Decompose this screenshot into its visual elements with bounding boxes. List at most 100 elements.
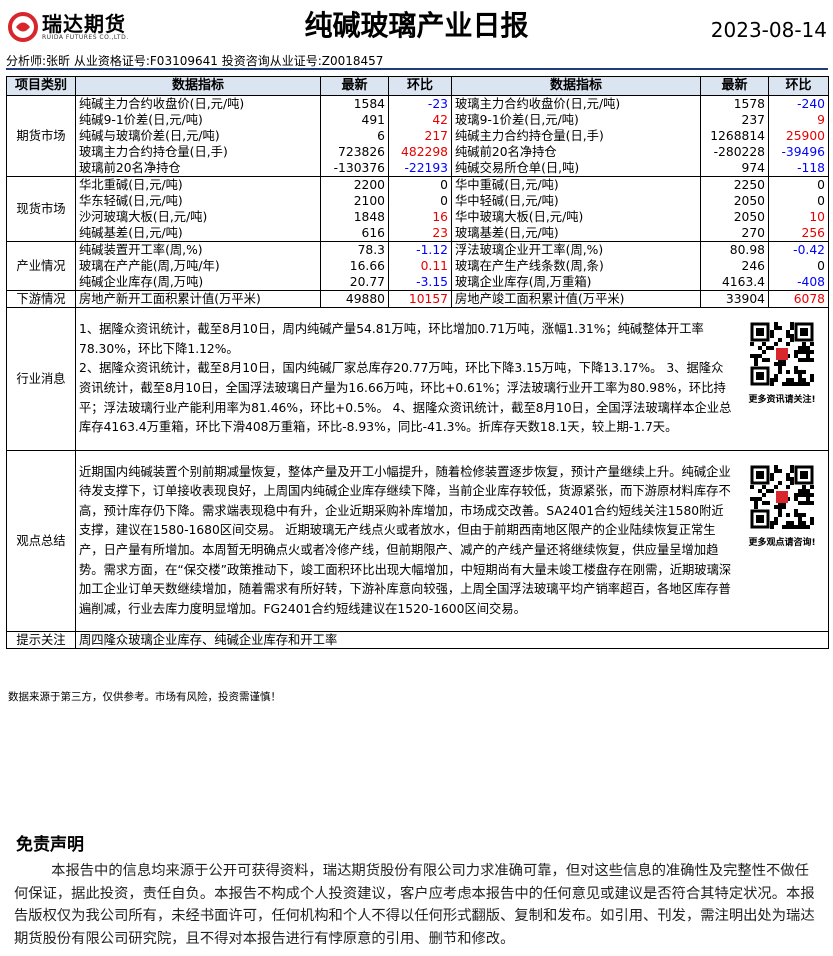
qr-box: 更多资讯请关注! [736, 318, 828, 440]
latest-cell: 16.66 [320, 258, 389, 274]
latest-cell: 2250 [700, 176, 769, 193]
logo: 瑞达期货 RUIDA FUTURES CO.,LTD. [8, 12, 129, 42]
brand: 瑞达期货 [42, 11, 126, 36]
category-cell: 行业消息 [6, 307, 76, 451]
indicator-cell: 华中轻碱(日,元/吨) [451, 193, 701, 209]
indicator-cell: 房地产竣工面积累计值(万平米) [451, 290, 701, 308]
data-row: 下游情况 房地产新开工面积累计值(万平米) 49880 10157 房地产竣工面积累计值… [6, 290, 829, 308]
latest-cell: 78.3 [320, 241, 389, 258]
indicator-cell: 玻璃9-1价差(日,元/吨) [451, 112, 701, 128]
change-cell: 9 [768, 112, 829, 128]
change-cell: 482298 [388, 144, 452, 160]
indicator-cell: 纯碱9-1价差(日,元/吨) [75, 112, 321, 128]
paragraph: 2、据隆众资讯统计，截至8月10日，国内纯碱厂家总库存20.77万吨，环比下降3… [79, 361, 732, 435]
data-row: 纯碱与玻璃价差(日,元/吨) 6 217 纯碱主力合约持仓量(日,手) 1268814 2… [7, 128, 829, 144]
change-cell: 0 [768, 258, 829, 274]
change-cell: 16 [388, 209, 452, 225]
change-cell: -0.42 [768, 241, 829, 258]
data-table: 项目类别 数据指标 最新 环比 数据指标 最新 环比 期货市场 纯碱主力合约收盘价(日,元/吨)… [6, 76, 829, 649]
category-cell: 下游情况 [6, 290, 76, 308]
report-title: 纯碱玻璃产业日报 [304, 9, 529, 42]
logo-icon [8, 12, 38, 42]
indicator-cell: 纯碱与玻璃价差(日,元/吨) [75, 128, 321, 144]
paragraph: 近期国内纯碱装置个别前期减量恢复，整体产量及开工小幅提升，随着检修装置逐步恢复，… [79, 464, 732, 616]
indicator-cell: 玻璃企业库存(周,万重箱) [451, 274, 701, 291]
paragraph: 1、据隆众资讯统计，截至8月10日，周内纯碱产量54.81万吨，环比增加0.71… [79, 322, 704, 356]
disclaimer-title: 免责声明 [16, 835, 84, 855]
indicator-cell: 玻璃在产产能(周,万吨/年) [75, 258, 321, 274]
indicator-cell: 纯碱主力合约持仓量(日,手) [451, 128, 701, 144]
category-cell: 期货市场 [6, 95, 76, 177]
indicator-cell: 玻璃主力合约收盘价(日,元/吨) [451, 95, 701, 112]
category-cell: 现货市场 [6, 176, 76, 242]
change-cell: 0 [388, 176, 452, 193]
data-row: 期货市场 纯碱主力合约收盘价(日,元/吨) 1584 -23 玻璃主力合约收盘价(日,元… [6, 95, 829, 177]
header-cell: 数据指标 [451, 76, 701, 96]
news-text: 1、据隆众资讯统计，截至8月10日，周内纯碱产量54.81万吨，环比增加0.71… [77, 318, 737, 440]
header-rule [6, 68, 828, 70]
opinion-row: 观点总结 近期国内纯碱装置个别前期减量恢复，整体产量及开工小幅提升，随着检修装置逐… [6, 450, 829, 632]
indicator-cell: 华东轻碱(日,元/吨) [75, 193, 321, 209]
data-row: 现货市场 华北重碱(日,元/吨) 2200 0 华中重碱(日,元/吨) 2250 0 [6, 176, 829, 242]
latest-cell: 491 [320, 112, 389, 128]
indicator-cell: 玻璃在产生产线条数(周,条) [451, 258, 701, 274]
disclaimer-text: 本报告中的信息均来源于公开可获得资料，瑞达期货股份有限公司力求准确可靠，但对这些… [14, 863, 815, 947]
latest-cell: 270 [700, 225, 769, 242]
opinion-cell: 近期国内纯碱装置个别前期减量恢复，整体产量及开工小幅提升，随着检修装置逐步恢复，… [75, 450, 829, 632]
opinion-wrap: 近期国内纯碱装置个别前期减量恢复，整体产量及开工小幅提升，随着检修装置逐步恢复，… [77, 461, 828, 622]
latest-cell: 723826 [320, 144, 389, 160]
header-cell: 数据指标 [75, 76, 321, 96]
change-cell: -240 [768, 95, 829, 112]
latest-cell: 49880 [320, 290, 389, 308]
change-cell: 217 [388, 128, 452, 144]
header-cell: 项目类别 [6, 76, 76, 96]
indicator-cell: 纯碱前20名净持仓 [451, 144, 701, 160]
news-row: 行业消息 1、据隆众资讯统计，截至8月10日，周内纯碱产量54.81万吨，环比增加… [6, 307, 829, 451]
latest-cell: 80.98 [700, 241, 769, 258]
change-cell: -1.12 [388, 241, 452, 258]
indicator-cell: 纯碱企业库存(周,万吨) [75, 274, 321, 291]
latest-cell: 2050 [700, 209, 769, 225]
indicator-cell: 沙河玻璃大板(日,元/吨) [75, 209, 321, 225]
latest-cell: 1848 [320, 209, 389, 225]
latest-cell: 246 [700, 258, 769, 274]
change-cell: -39496 [768, 144, 829, 160]
latest-cell: 1578 [700, 95, 769, 112]
indicator-cell: 纯碱装置开工率(周,%) [75, 241, 321, 258]
indicator-cell: 玻璃主力合约持仓量(日,手) [75, 144, 321, 160]
qr-caption: 更多资讯请关注! [748, 395, 816, 406]
indicator-cell: 纯碱交易所仓单(日,吨) [451, 160, 701, 177]
header-cell: 最新 [320, 76, 389, 96]
change-cell: 23 [388, 225, 452, 242]
header-cell: 环比 [388, 76, 452, 96]
change-cell: -408 [768, 274, 829, 291]
header-cell: 最新 [700, 76, 769, 96]
analyst-info: 分析师:张昕 从业资格证号:F03109641 投资咨询从业证号:Z001845… [6, 54, 384, 68]
data-row: 沙河玻璃大板(日,元/吨) 1848 16 华中玻璃大板(日,元/吨) 2050 10 [7, 209, 829, 225]
indicator-cell: 玻璃前20名净持仓 [75, 160, 321, 177]
qr-code [750, 464, 814, 529]
change-cell: -23 [388, 95, 452, 112]
news-wrap: 1、据隆众资讯统计，截至8月10日，周内纯碱产量54.81万吨，环比增加0.71… [77, 318, 828, 440]
header-row: 项目类别 数据指标 最新 环比 数据指标 最新 环比 [6, 76, 829, 96]
latest-cell: 4163.4 [700, 274, 769, 291]
latest-cell: 2100 [320, 193, 389, 209]
category-cell: 提示关注 [6, 631, 76, 649]
data-row: 玻璃主力合约持仓量(日,手) 723826 482298 纯碱前20名净持仓 -2802… [7, 144, 829, 160]
change-cell: 0 [768, 176, 829, 193]
footnote: 数据来源于第三方，仅供参考。市场有风险，投资需谨慎！ [8, 691, 281, 703]
tip-row: 提示关注 周四隆众玻璃企业库存、纯碱企业库存和开工率 [6, 631, 829, 649]
indicator-cell: 纯碱主力合约收盘价(日,元/吨) [75, 95, 321, 112]
change-cell: 0.11 [388, 258, 452, 274]
change-cell: -118 [768, 160, 829, 177]
data-row: 产业情况 纯碱装置开工率(周,%) 78.3 -1.12 浮法玻璃企业开工率(周,%) 8… [6, 241, 829, 291]
indicator-cell: 纯碱基差(日,元/吨) [75, 225, 321, 242]
change-cell: -22193 [388, 160, 452, 177]
latest-cell: 1584 [320, 95, 389, 112]
change-cell: 25900 [768, 128, 829, 144]
data-row: 玻璃前20名净持仓 -130376 -22193 纯碱交易所仓单(日,吨) 974 -11… [7, 160, 829, 177]
latest-cell: 237 [700, 112, 769, 128]
change-cell: 10157 [388, 290, 452, 308]
indicator-cell: 浮法玻璃企业开工率(周,%) [451, 241, 701, 258]
